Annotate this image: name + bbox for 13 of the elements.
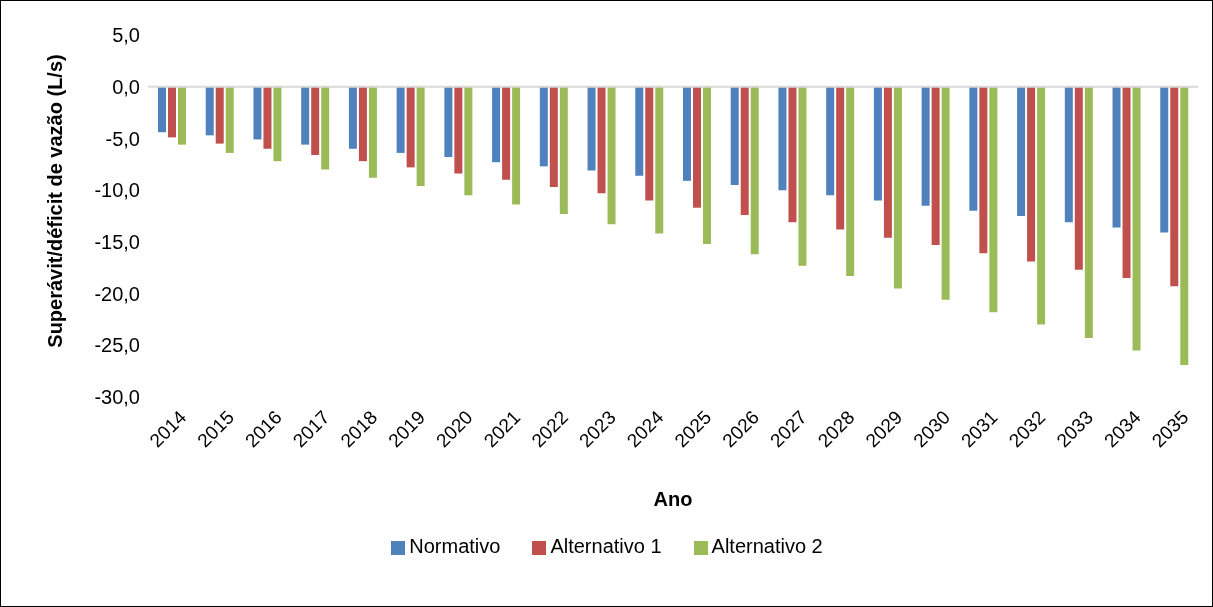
legend-label: Normativo	[409, 535, 501, 557]
y-tick-label: -10,0	[94, 179, 140, 202]
y-tick-label: -30,0	[94, 386, 140, 409]
legend-label: Alternativo 2	[711, 535, 823, 557]
y-tick-label: -20,0	[94, 282, 140, 305]
x-axis-title: Ano	[653, 488, 693, 511]
y-tick-label: -25,0	[94, 334, 140, 357]
y-tick-label: 0,0	[112, 75, 140, 98]
y-tick-label: -5,0	[105, 127, 140, 150]
y-tick-label: 5,0	[112, 24, 140, 47]
y-tick-label: -15,0	[94, 230, 140, 253]
y-axis-title: Superávit/déficit de vazão (L/s)	[44, 54, 67, 348]
legend-label: Alternativo 1	[550, 535, 662, 557]
